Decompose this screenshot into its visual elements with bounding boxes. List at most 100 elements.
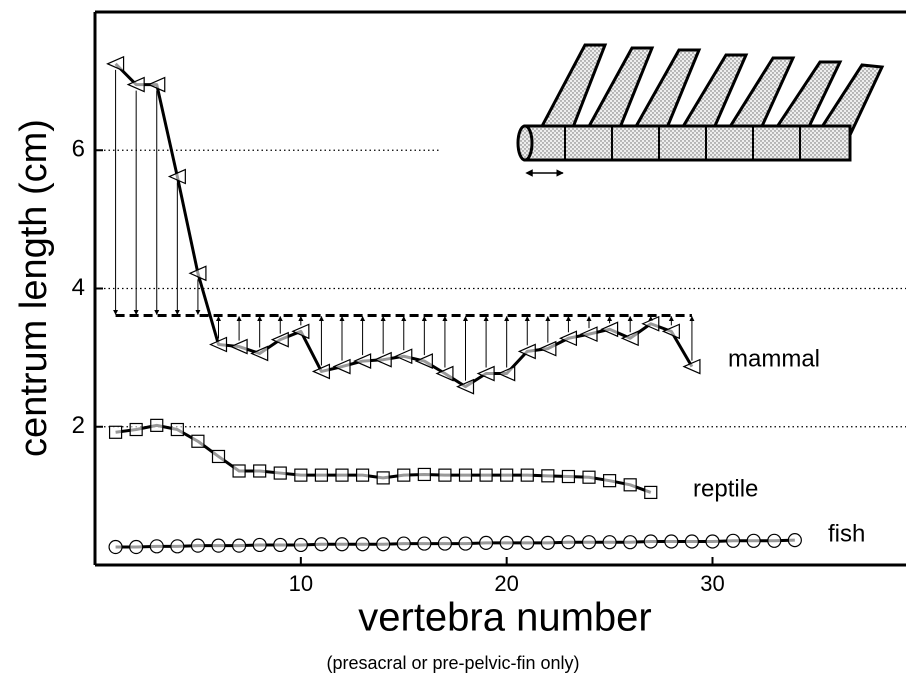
marker-circle bbox=[602, 535, 617, 550]
marker-square bbox=[500, 468, 514, 482]
marker-square bbox=[273, 466, 287, 480]
marker-circle bbox=[499, 535, 514, 550]
marker-square bbox=[314, 468, 329, 482]
marker-square bbox=[458, 468, 473, 482]
marker-triangle bbox=[373, 351, 392, 368]
marker-square bbox=[253, 464, 267, 478]
marker-circle bbox=[170, 539, 185, 554]
marker-circle bbox=[376, 537, 391, 552]
marker-triangle bbox=[538, 340, 557, 357]
x-tick-label: 30 bbox=[700, 571, 724, 596]
marker-square bbox=[335, 468, 349, 482]
x-tick-label: 10 bbox=[289, 571, 313, 596]
marker-triangle bbox=[167, 168, 186, 185]
marker-triangle bbox=[661, 323, 680, 340]
marker-circle bbox=[458, 536, 473, 551]
marker-circle bbox=[787, 533, 802, 548]
marker-triangle bbox=[126, 76, 145, 93]
marker-triangle bbox=[579, 326, 598, 343]
marker-square bbox=[479, 468, 493, 482]
x-tick-label: 20 bbox=[494, 571, 518, 596]
marker-triangle bbox=[291, 323, 310, 340]
series-label: fish bbox=[828, 520, 865, 547]
marker-triangle bbox=[497, 365, 516, 382]
marker-circle bbox=[231, 538, 247, 553]
marker-circle bbox=[149, 539, 164, 554]
marker-triangle bbox=[476, 365, 495, 382]
marker-triangle bbox=[311, 363, 331, 380]
marker-square bbox=[561, 469, 576, 484]
marker-circle bbox=[334, 537, 350, 552]
marker-triangle bbox=[250, 345, 269, 362]
marker-circle bbox=[684, 534, 700, 549]
marker-square bbox=[150, 418, 164, 432]
marker-square bbox=[108, 425, 123, 439]
marker-circle bbox=[437, 536, 453, 551]
marker-triangle bbox=[600, 321, 619, 338]
marker-circle bbox=[767, 533, 782, 548]
marker-triangle bbox=[270, 331, 289, 348]
marker-circle bbox=[664, 534, 679, 549]
marker-circle bbox=[293, 537, 308, 553]
marker-triangle bbox=[517, 343, 536, 360]
marker-square bbox=[211, 449, 226, 464]
marker-circle bbox=[396, 536, 411, 551]
subtitle: (presacral or pre-pelvic-fin only) bbox=[326, 653, 579, 673]
marker-circle bbox=[581, 535, 597, 550]
marker-triangle bbox=[414, 353, 433, 369]
marker-circle bbox=[643, 534, 658, 549]
marker-square bbox=[417, 467, 431, 482]
marker-circle bbox=[561, 535, 576, 550]
marker-triangle bbox=[435, 365, 454, 382]
marker-circle bbox=[417, 536, 432, 551]
y-tick-label: 4 bbox=[72, 274, 85, 301]
marker-square bbox=[129, 422, 143, 437]
marker-triangle bbox=[106, 55, 125, 72]
marker-triangle bbox=[209, 336, 228, 353]
marker-square bbox=[294, 468, 308, 482]
marker-triangle bbox=[682, 358, 701, 375]
marker-circle bbox=[478, 535, 494, 550]
marker-circle bbox=[129, 539, 144, 555]
y-tick-label: 6 bbox=[72, 136, 85, 163]
x-axis-label: vertebra number bbox=[358, 596, 651, 640]
marker-square bbox=[191, 434, 205, 448]
y-tick-label: 2 bbox=[72, 412, 85, 439]
marker-square bbox=[232, 464, 246, 478]
marker-triangle bbox=[641, 315, 660, 332]
marker-circle bbox=[273, 537, 288, 553]
marker-triangle bbox=[188, 265, 207, 282]
marker-circle bbox=[355, 537, 370, 552]
y-axis-label: centrum length (cm) bbox=[13, 119, 55, 457]
marker-square bbox=[602, 474, 617, 488]
marker-circle bbox=[314, 537, 329, 552]
marker-square bbox=[397, 468, 411, 482]
marker-square bbox=[438, 468, 452, 482]
marker-square bbox=[520, 468, 534, 482]
marker-circle bbox=[623, 535, 638, 550]
marker-circle bbox=[746, 533, 761, 548]
series-line bbox=[115, 538, 795, 549]
marker-square bbox=[355, 468, 370, 482]
marker-circle bbox=[108, 539, 123, 555]
vertebra-illustration bbox=[516, 43, 885, 177]
marker-triangle bbox=[229, 338, 248, 355]
marker-circle bbox=[190, 538, 206, 553]
marker-triangle bbox=[332, 358, 351, 375]
marker-square bbox=[623, 478, 637, 492]
marker-triangle bbox=[147, 76, 166, 93]
marker-square bbox=[541, 469, 555, 483]
marker-triangle bbox=[620, 330, 639, 347]
marker-circle bbox=[211, 538, 226, 553]
series-label: mammal bbox=[728, 345, 820, 372]
marker-circle bbox=[252, 537, 267, 553]
marker-triangle bbox=[394, 348, 413, 365]
marker-triangle bbox=[456, 378, 475, 395]
marker-square bbox=[376, 471, 390, 485]
marker-circle bbox=[705, 534, 720, 549]
marker-circle bbox=[725, 533, 741, 548]
marker-square bbox=[170, 422, 184, 437]
marker-triangle bbox=[558, 330, 578, 347]
marker-triangle bbox=[353, 353, 372, 369]
